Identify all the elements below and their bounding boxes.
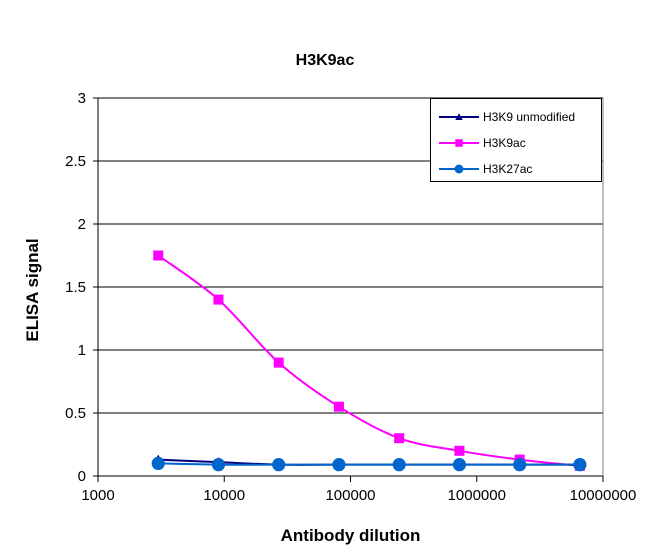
square-marker-icon bbox=[439, 139, 479, 147]
legend-label: H3K9 unmodified bbox=[483, 110, 576, 124]
series-h3k9ac bbox=[153, 250, 585, 471]
legend-label: H3K27ac bbox=[483, 162, 533, 176]
y-tick-label: 2 bbox=[78, 216, 86, 233]
y-tick-label: 2.5 bbox=[65, 153, 86, 170]
legend-item: H3K27ac bbox=[439, 160, 532, 178]
legend-item: H3K9ac bbox=[439, 134, 526, 152]
x-tick-label: 1000000 bbox=[448, 487, 506, 504]
series-h3k27ac bbox=[151, 456, 587, 472]
legend-item: H3K9 unmodified bbox=[439, 108, 575, 126]
circle-marker-icon bbox=[439, 164, 479, 174]
x-axis-label: Antibody dilution bbox=[280, 526, 421, 545]
legend-label: H3K9ac bbox=[483, 136, 526, 150]
chart-title: H3K9ac bbox=[295, 52, 355, 69]
y-tick-label: 3 bbox=[78, 90, 86, 107]
x-tick-label: 10000000 bbox=[570, 487, 637, 504]
x-tick-label: 100000 bbox=[325, 487, 375, 504]
y-tick-label: 0 bbox=[78, 468, 86, 485]
triangle-marker-icon bbox=[439, 113, 479, 120]
legend: H3K9 unmodified H3K9ac H3K27ac bbox=[430, 98, 602, 182]
y-tick-label: 1 bbox=[78, 342, 86, 359]
x-tick-label: 1000 bbox=[81, 487, 114, 504]
x-tick-label: 10000 bbox=[203, 487, 245, 504]
y-tick-label: 0.5 bbox=[65, 405, 86, 422]
y-tick-label: 1.5 bbox=[65, 279, 86, 296]
